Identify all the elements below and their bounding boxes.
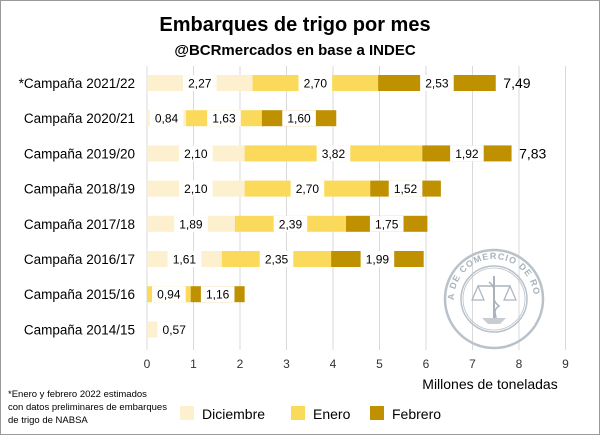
data-label-febrero-3: 1,52 — [394, 182, 418, 196]
data-label-bg — [290, 180, 325, 197]
data-label-bg — [207, 110, 241, 127]
legend-label-enero: Enero — [313, 406, 351, 422]
data-label-enero-3: 2,70 — [296, 182, 320, 196]
data-label-febrero-4: 1,75 — [375, 217, 399, 231]
data-label-bg — [157, 321, 192, 338]
data-label-bg — [360, 251, 395, 267]
x-tick-label-9: 9 — [562, 357, 569, 371]
x-tick-labels: 0 1 2 3 4 5 6 7 8 9 — [144, 357, 570, 371]
chart-title: Embarques de trigo por mes — [159, 14, 430, 36]
x-tick-label-4: 4 — [330, 357, 337, 371]
footnote-line-1: *Enero y febrero 2022 estimados — [8, 389, 147, 400]
data-label-bg — [388, 180, 423, 197]
bars-layer: 2,27 2,70 2,53 0,84 1,63 1,60 2,10 3,82 1,92 2,10… — [147, 75, 547, 338]
x-tick-label-6: 6 — [423, 357, 430, 371]
data-label-bg — [259, 251, 294, 267]
legend-swatch-diciembre — [180, 406, 194, 420]
x-tick-label-2: 2 — [237, 357, 244, 371]
data-label-bg — [152, 286, 186, 303]
legend-label-diciembre: Diciembre — [202, 406, 265, 422]
data-label-bg — [420, 75, 454, 91]
category-label-campa-a-2017-18: Campaña 2017/18 — [24, 217, 135, 232]
data-label-bg — [200, 286, 235, 303]
category-label-campa-a-2018-19: Campaña 2018/19 — [24, 182, 135, 197]
category-label-campa-a-2015-16: Campaña 2015/16 — [24, 287, 135, 302]
data-label-diciembre-1: 0,84 — [155, 112, 179, 126]
data-label-enero-5: 2,35 — [265, 253, 289, 267]
data-label-enero-7: 0,57 — [163, 323, 187, 337]
data-label-bg — [273, 215, 308, 232]
x-tick-label-0: 0 — [144, 357, 151, 371]
data-label-bg — [298, 75, 333, 91]
x-tick-label-8: 8 — [516, 357, 523, 371]
data-label-febrero-2: 1,92 — [455, 147, 479, 161]
data-label-enero-0: 2,70 — [304, 77, 328, 91]
category-label-campa-a-2021-22: *Campaña 2021/22 — [19, 76, 135, 91]
data-label-febrero-6: 1,16 — [206, 288, 230, 302]
data-label-bg — [369, 215, 404, 232]
data-label-enero-1: 1,63 — [212, 112, 236, 126]
data-label-bg — [316, 145, 351, 162]
x-tick-label-1: 1 — [190, 357, 197, 371]
data-label-diciembre-4: 1,89 — [179, 217, 203, 231]
x-tick-label-7: 7 — [469, 357, 476, 371]
data-label-bg — [179, 180, 213, 197]
x-tick-label-3: 3 — [283, 357, 290, 371]
data-label-febrero-0: 2,53 — [425, 77, 449, 91]
legend: Diciembre Enero Febrero — [180, 406, 441, 422]
footnote-line-3: de trigo de NABSA — [8, 415, 88, 426]
x-gridlines — [146, 66, 566, 350]
data-label-bg — [450, 145, 484, 162]
data-label-bg — [149, 110, 184, 127]
x-tick-label-5: 5 — [376, 357, 383, 371]
category-label-campa-a-2014-15: Campaña 2014/15 — [24, 322, 135, 337]
footnote: *Enero y febrero 2022 estimados con dato… — [8, 389, 167, 426]
data-label-febrero-1: 1,60 — [287, 112, 311, 126]
category-label-campa-a-2016-17: Campaña 2016/17 — [24, 252, 135, 267]
chart-subtitle: @BCRmercados en base a INDEC — [174, 42, 416, 59]
data-label-bg — [174, 215, 208, 232]
data-label-diciembre-0: 2,27 — [188, 77, 212, 91]
data-label-bg — [167, 251, 202, 267]
category-label-campa-a-2019-20: Campaña 2019/20 — [24, 146, 135, 161]
data-label-enero-4: 2,39 — [279, 217, 303, 231]
total-label-2: 7,83 — [519, 145, 546, 161]
category-labels: *Campaña 2021/22 Campaña 2020/21 Campaña 2… — [19, 76, 135, 337]
data-label-enero-2: 3,82 — [322, 147, 346, 161]
legend-label-febrero: Febrero — [392, 406, 441, 422]
data-label-febrero-5: 1,99 — [366, 253, 390, 267]
footnote-line-2: con datos preliminares de embarques — [8, 402, 167, 413]
data-label-diciembre-3: 2,10 — [184, 182, 208, 196]
x-axis-label: Millones de toneladas — [422, 376, 557, 392]
total-label-0: 7,49 — [503, 75, 530, 91]
legend-swatch-febrero — [370, 406, 384, 420]
data-label-bg — [179, 145, 213, 162]
data-label-diciembre-2: 2,10 — [184, 147, 208, 161]
legend-swatch-enero — [291, 406, 305, 420]
data-label-bg — [282, 110, 316, 127]
category-label-campa-a-2020-21: Campaña 2020/21 — [24, 111, 135, 126]
data-label-enero-6: 0,94 — [157, 288, 181, 302]
data-label-diciembre-5: 1,61 — [173, 253, 197, 267]
data-label-bg — [182, 75, 217, 91]
